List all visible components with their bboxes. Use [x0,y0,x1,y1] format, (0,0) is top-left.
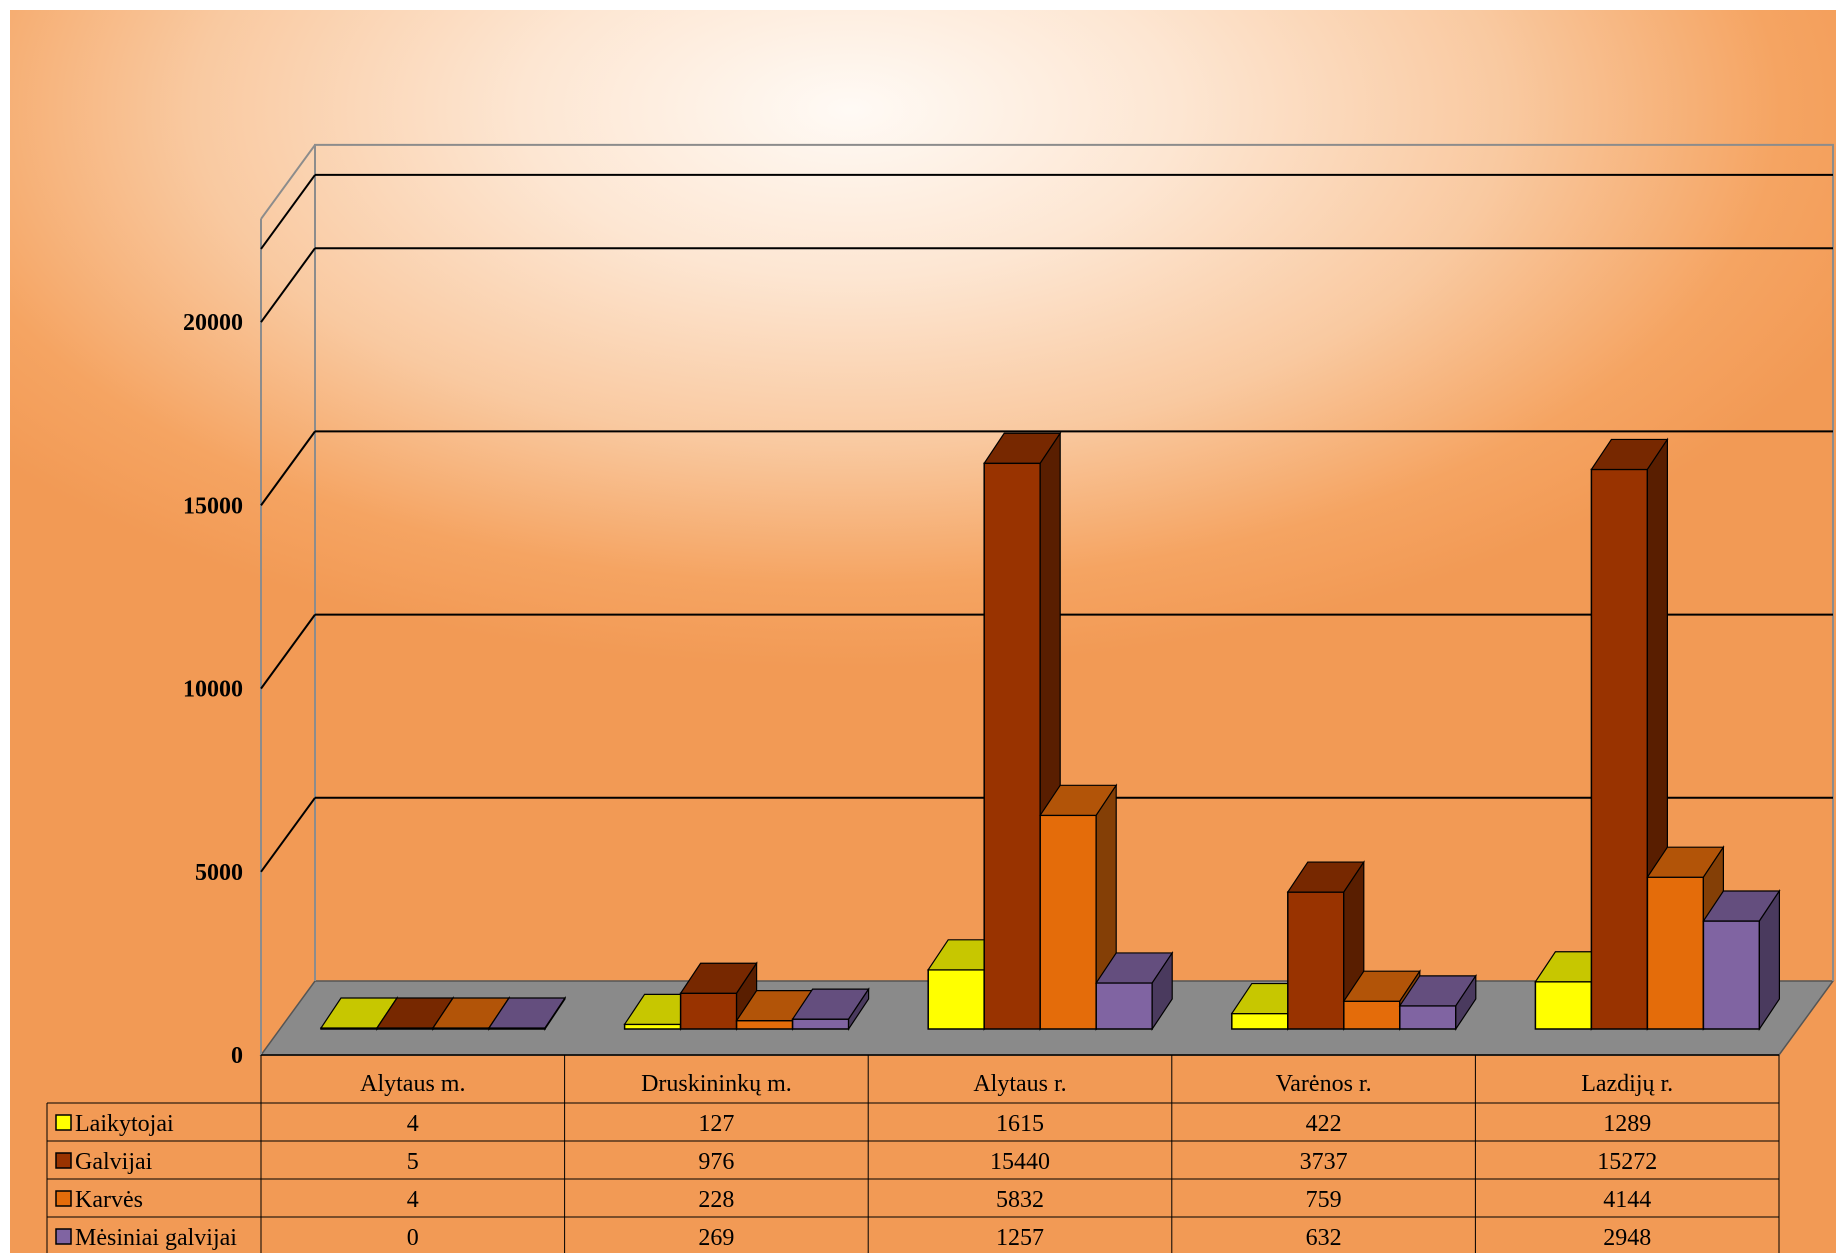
left-wall-top [260,144,316,220]
legend-label: Mėsiniai galvijai [75,1225,237,1251]
bar-front [1646,876,1705,1030]
table-cell: 4144 [1603,1187,1651,1213]
bar-front [1343,1000,1401,1030]
bar-front [1590,468,1649,1030]
x-tick-label: Alytaus m. [360,1071,465,1097]
bar-side [847,987,870,1031]
bar-side [1455,973,1477,1031]
bar-side [1758,889,1781,1031]
bar-front [1702,920,1761,1030]
y-tick-label: 15000 [183,493,243,519]
gridline-side [260,614,316,690]
legend-label: Galvijai [75,1149,153,1175]
table-cell: 4 [407,1111,419,1137]
table-cell: 632 [1306,1225,1342,1251]
legend-label: Laikytojai [75,1111,174,1137]
y-tick-label: 10000 [183,677,243,703]
x-tick-label: Varėnos r. [1276,1071,1372,1097]
legend-swatch [55,1228,72,1245]
table-cell: 2948 [1603,1225,1651,1251]
bar-front [735,1019,794,1030]
bar-front [1399,1005,1457,1030]
table-cell: 228 [698,1187,734,1213]
gridline-side [260,174,316,250]
x-tick-label: Alytaus r. [973,1071,1066,1097]
table-cell: 1289 [1603,1111,1651,1137]
gridline-side [260,247,316,323]
table-cell: 3737 [1300,1149,1348,1175]
y-tick-label: 20000 [183,310,243,336]
bar-front [1534,981,1593,1030]
bar-front [1287,891,1345,1030]
table-cell: 127 [698,1111,734,1137]
bar-front [1231,1012,1289,1030]
bar-front [1095,982,1153,1030]
legend-label: Karvės [75,1187,143,1213]
table-cell: 1257 [996,1225,1044,1251]
x-tick-label: Druskininkų m. [641,1071,792,1097]
gridline-side [260,430,316,506]
table-cell: 422 [1306,1111,1342,1137]
y-tick-label: 0 [231,1043,243,1069]
bar-front [679,992,738,1030]
back-wall [314,143,1834,981]
legend-swatch [55,1152,72,1169]
table-cell: 976 [698,1149,734,1175]
bar-front [927,969,985,1030]
bar-front [791,1018,850,1030]
bar-front [623,1023,682,1030]
bar-side [544,996,566,1031]
y-tick-label: 5000 [195,860,243,886]
bar-front [983,462,1041,1030]
table-cell: 4 [407,1187,419,1213]
table-cell: 0 [407,1225,419,1251]
table-cell: 5 [407,1149,419,1175]
table-cell: 1615 [996,1111,1044,1137]
table-cell: 5832 [996,1187,1044,1213]
x-tick-label: Lazdijų r. [1581,1071,1673,1097]
bar-side [1151,950,1173,1031]
table-cell: 759 [1306,1187,1342,1213]
table-cell: 15272 [1597,1149,1657,1175]
table-cell: 269 [698,1225,734,1251]
legend-swatch [55,1114,72,1131]
gridline-side [260,797,316,873]
bar-front [1039,814,1097,1030]
table-cell: 15440 [990,1149,1050,1175]
legend-swatch [55,1190,72,1207]
